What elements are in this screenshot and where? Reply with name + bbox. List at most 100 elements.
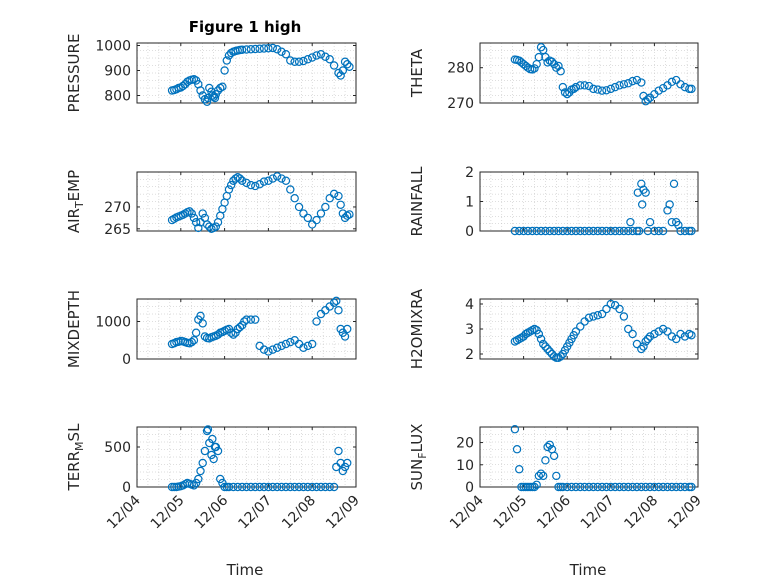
data-point <box>167 215 177 225</box>
data-point <box>515 465 524 474</box>
data-point <box>189 336 199 345</box>
data-point <box>580 226 589 236</box>
data-point <box>645 482 655 492</box>
data-point <box>251 482 260 492</box>
data-point <box>268 43 277 53</box>
data-point <box>615 226 624 236</box>
data-point <box>674 220 683 230</box>
data-point <box>637 179 646 188</box>
data-point <box>246 315 256 324</box>
data-point <box>563 482 572 492</box>
data-series <box>167 425 352 492</box>
data-point <box>523 482 533 492</box>
data-point <box>576 226 585 236</box>
data-point <box>606 299 616 309</box>
data-point <box>264 176 273 185</box>
data-point <box>593 85 602 94</box>
data-point <box>687 226 696 236</box>
subplot-8: 0 10 20 12/04 12/05 12/06 12/07 12/08 12/09 SUNFL… <box>408 424 705 533</box>
data-point <box>641 337 650 346</box>
data-point <box>203 425 213 434</box>
y-tick-label: 3 <box>465 322 474 338</box>
data-point <box>209 454 218 464</box>
data-point <box>510 226 520 236</box>
data-point <box>597 226 607 236</box>
data-point <box>264 482 273 492</box>
data-point <box>229 330 238 339</box>
y-axis-label: RAINFALL <box>408 166 426 237</box>
data-point <box>597 482 607 492</box>
data-point <box>589 84 598 94</box>
y-axis-label: AIRTEMP <box>65 170 86 233</box>
data-point <box>277 341 286 351</box>
data-point <box>340 332 350 341</box>
x-tick-label: 12/05 <box>491 493 531 533</box>
data-point <box>187 337 196 347</box>
data-point <box>213 330 223 339</box>
data-point <box>554 226 563 236</box>
data-point <box>676 482 685 492</box>
minor-grid <box>479 427 699 487</box>
data-point <box>556 482 565 492</box>
data-point <box>255 482 264 492</box>
data-point <box>264 347 273 356</box>
data-point <box>628 482 637 492</box>
data-point <box>202 97 212 106</box>
data-point <box>532 480 541 489</box>
data-point <box>345 62 354 71</box>
data-point <box>597 86 607 95</box>
data-point <box>632 226 642 236</box>
data-point <box>242 178 251 188</box>
data-point <box>654 482 663 492</box>
data-point <box>606 226 616 236</box>
data-point <box>687 331 696 340</box>
data-point <box>626 217 635 227</box>
data-point <box>329 189 339 199</box>
data-point <box>255 180 264 189</box>
data-point <box>299 482 308 492</box>
data-point <box>672 334 681 344</box>
data-point <box>589 482 598 492</box>
data-point <box>345 210 354 219</box>
data-point <box>556 352 565 361</box>
axes-box <box>136 42 357 104</box>
data-point <box>519 482 528 492</box>
data-point <box>198 319 207 328</box>
data-point <box>286 337 295 347</box>
subplot-6: 2 3 4 H2OMIXRA <box>408 288 699 369</box>
data-point <box>658 324 668 334</box>
x-tick-label: 12/09 <box>665 493 705 533</box>
data-point <box>571 82 581 92</box>
data-point <box>185 207 194 216</box>
data-point <box>220 482 229 492</box>
data-point <box>536 334 546 344</box>
data-point <box>340 57 350 66</box>
data-point <box>242 315 251 324</box>
data-point <box>602 86 611 95</box>
data-point <box>523 63 533 72</box>
data-point <box>543 442 552 452</box>
data-point <box>521 482 530 492</box>
data-point <box>624 324 633 334</box>
data-point <box>554 61 563 71</box>
data-point <box>237 482 247 492</box>
data-point <box>198 209 207 218</box>
data-point <box>286 482 295 492</box>
data-point <box>547 57 557 66</box>
data-point <box>196 311 205 321</box>
data-point <box>343 324 352 334</box>
data-point <box>189 481 199 490</box>
data-point <box>272 343 282 352</box>
data-point <box>530 482 539 492</box>
data-point <box>334 68 343 78</box>
data-point <box>321 52 330 61</box>
data-point <box>619 312 629 321</box>
data-point <box>534 52 544 62</box>
data-point <box>343 458 352 468</box>
data-series <box>510 425 696 492</box>
data-point <box>224 185 234 194</box>
axes-box <box>479 426 699 488</box>
data-point <box>552 353 561 362</box>
data-point <box>663 206 672 215</box>
data-point <box>251 315 260 324</box>
